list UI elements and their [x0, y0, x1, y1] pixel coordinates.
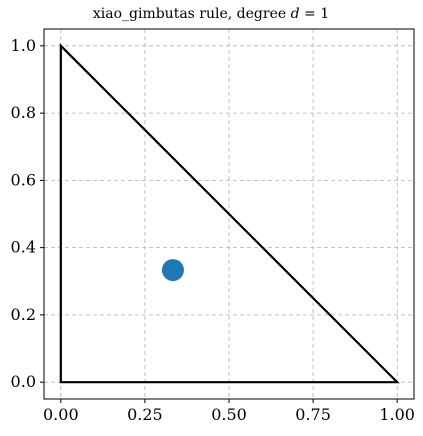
y-axis-ticks: 0.0 0.2 0.4 0.6 0.8 1.0 [11, 36, 44, 391]
chart-title-suffix: = 1 [300, 6, 330, 22]
x-tick-label-0: 0.00 [43, 405, 79, 424]
x-tick-label-3: 0.75 [295, 405, 331, 424]
x-tick-label-2: 0.50 [211, 405, 247, 424]
y-tick-label-0: 0.0 [11, 372, 36, 391]
x-tick-label-1: 0.25 [127, 405, 163, 424]
quadrature-point-0 [162, 259, 184, 281]
y-tick-label-2: 0.4 [11, 238, 36, 257]
chart-title-var: d [291, 6, 300, 22]
chart-title-prefix: xiao_gimbutas rule, degree [93, 6, 291, 22]
y-tick-label-1: 0.2 [11, 305, 36, 324]
y-tick-label-4: 0.8 [11, 103, 36, 122]
y-tick-label-3: 0.6 [11, 170, 36, 189]
quadrature-points [162, 259, 184, 281]
chart-title: xiao_gimbutas rule, degree d = 1 [93, 6, 329, 22]
y-tick-label-5: 1.0 [11, 36, 36, 55]
x-tick-label-4: 1.00 [379, 405, 415, 424]
x-axis-ticks: 0.00 0.25 0.50 0.75 1.00 [43, 399, 415, 424]
